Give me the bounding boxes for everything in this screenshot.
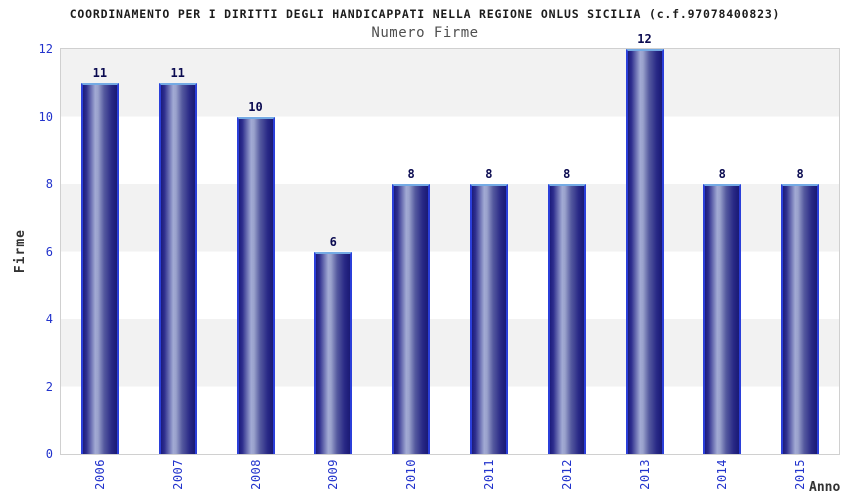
bar-2007	[158, 82, 197, 454]
y-tick-0: 0	[45, 447, 53, 461]
y-tick-10: 10	[38, 109, 53, 124]
bar-2010	[392, 184, 431, 454]
bar-value-2006: 11	[92, 65, 108, 80]
x-tick-2014: 2014	[701, 459, 743, 500]
plot-area: 11 11 10 6 8 8 8 12 8 8	[60, 33, 840, 455]
x-tick-label: 2007	[170, 459, 185, 490]
bar-2014	[703, 184, 742, 454]
bar-value-2015: 8	[796, 167, 804, 181]
bar-value-2008: 10	[248, 99, 263, 114]
y-tick-2: 2	[45, 379, 53, 394]
bar-value-2014: 8	[718, 167, 726, 181]
bar-2009	[314, 251, 353, 454]
bar-value-2009: 6	[329, 234, 337, 249]
x-tick-label: 2009	[326, 459, 341, 490]
x-tick-2012: 2012	[546, 459, 588, 500]
bar-2012	[547, 184, 586, 454]
y-tick-8: 8	[45, 177, 53, 191]
y-tick-4: 4	[45, 312, 53, 326]
chart-title: COORDINAMENTO PER I DIRITTI DEGLI HANDIC…	[69, 7, 781, 21]
x-tick-2008: 2008	[235, 459, 277, 500]
x-tick-2011: 2011	[468, 459, 510, 500]
x-axis-title: Anno	[809, 480, 841, 495]
x-tick-label: 2011	[481, 459, 496, 490]
bar-value-2011: 8	[485, 167, 493, 181]
x-tick-2009: 2009	[312, 459, 354, 500]
bar-value-2012: 8	[563, 167, 571, 181]
bar-value-2013: 12	[637, 32, 652, 46]
bar-2015	[781, 184, 820, 454]
x-tick-2010: 2010	[390, 459, 432, 500]
bar-2013	[625, 49, 664, 454]
chart-subtitle: Numero Firme	[371, 25, 479, 41]
y-tick-6: 6	[45, 244, 53, 259]
x-tick-label: 2006	[92, 459, 107, 490]
bar-value-2007: 11	[170, 65, 185, 80]
x-tick-label: 2010	[404, 459, 419, 490]
bar-2011	[469, 184, 508, 454]
y-tick-12: 12	[38, 42, 53, 56]
bar-value-2010: 8	[407, 167, 415, 181]
x-tick-2007: 2007	[157, 459, 199, 500]
x-tick-2013: 2013	[624, 459, 666, 500]
bar-2006	[80, 82, 119, 454]
x-tick-label: 2014	[715, 459, 730, 490]
x-tick-2006: 2006	[79, 459, 121, 500]
bar-2008	[236, 116, 275, 454]
x-tick-label: 2013	[637, 459, 652, 490]
x-tick-label: 2008	[248, 459, 263, 490]
x-tick-label: 2012	[559, 459, 574, 490]
x-tick-label: 2015	[793, 459, 808, 490]
